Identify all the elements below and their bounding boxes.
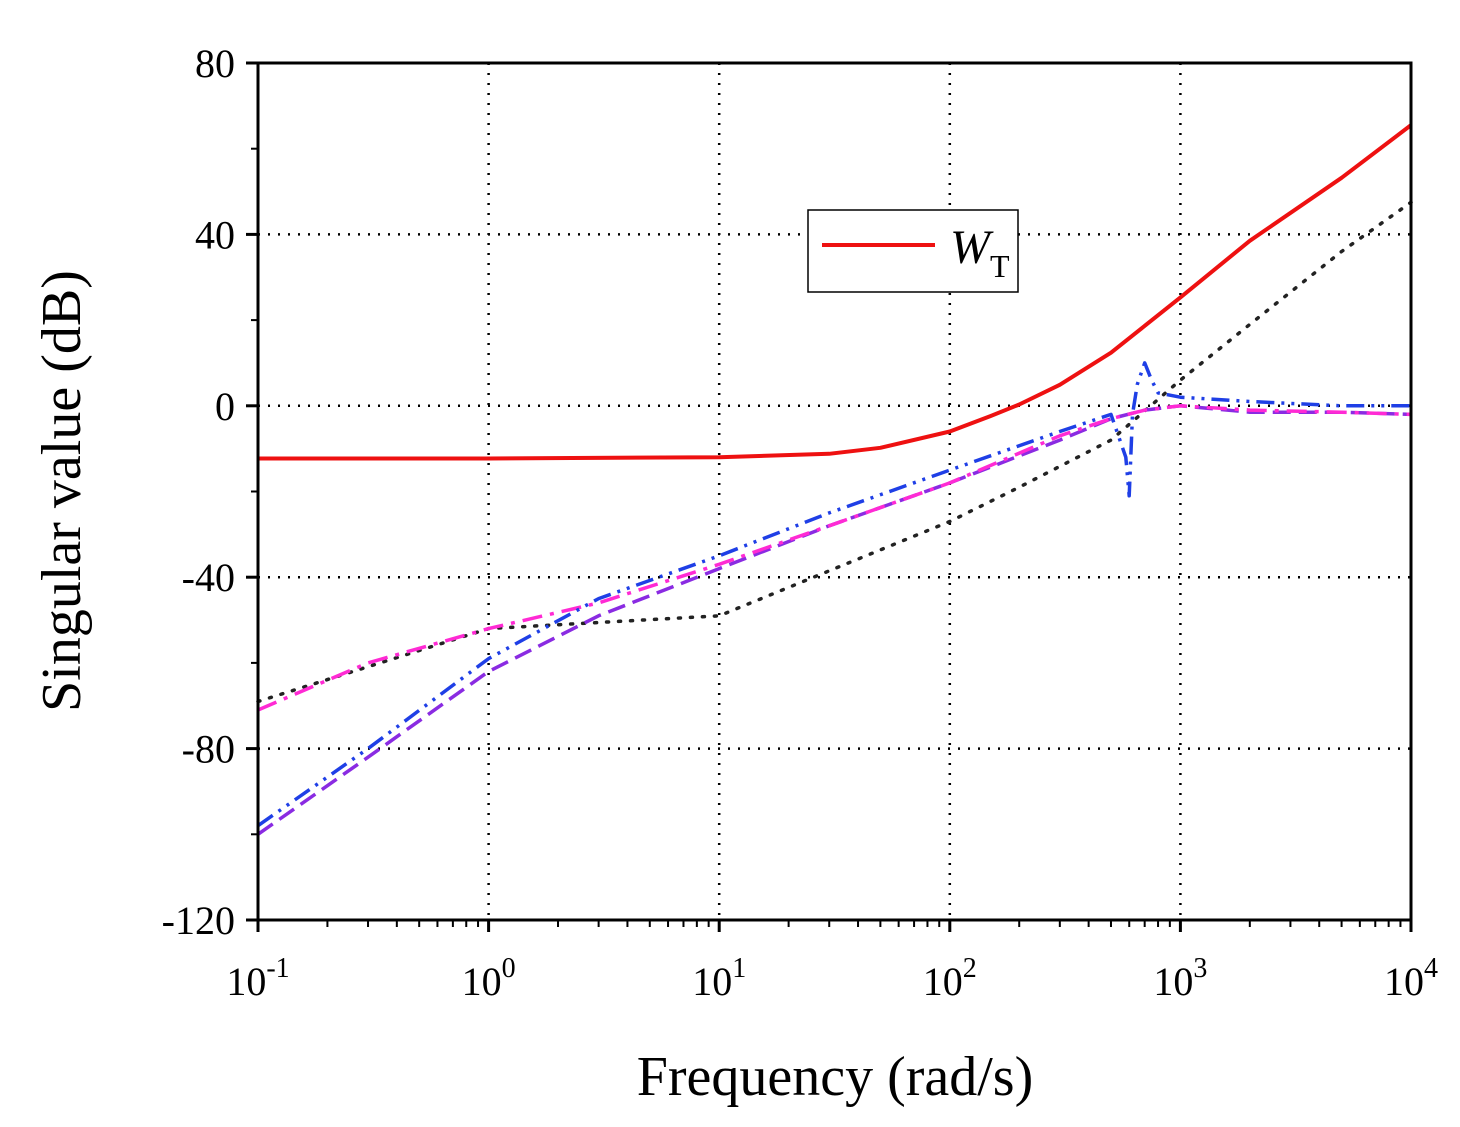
y-tick-label: -120 xyxy=(162,898,235,943)
legend-label-main: W xyxy=(950,221,994,274)
major-ticks xyxy=(246,61,1413,932)
legend-box xyxy=(807,209,1019,293)
x-tick-label: 101 xyxy=(692,953,746,1004)
x-tick-base: 10 xyxy=(692,959,732,1004)
x-tick-label: 103 xyxy=(1153,953,1207,1004)
x-tick-exponent: 2 xyxy=(963,953,977,984)
legend-label-subscript: T xyxy=(990,248,1010,284)
x-tick-label: 104 xyxy=(1384,953,1438,1004)
legend: WT xyxy=(807,209,1019,293)
series-line-0 xyxy=(258,123,1413,461)
x-tick-base: 10 xyxy=(226,959,266,1004)
x-tick-exponent: 3 xyxy=(1193,953,1207,984)
y-tick-label: -80 xyxy=(182,727,235,772)
series-line-2 xyxy=(256,361,1411,828)
x-tick-label: 10-1 xyxy=(226,953,289,1004)
y-axis-title: Singular value (dB) xyxy=(31,270,93,712)
x-tick-base: 10 xyxy=(1384,959,1424,1004)
x-tick-labels: 10-1 100 101 102 103 104 xyxy=(226,953,1438,1004)
x-tick-label: 100 xyxy=(462,953,516,1004)
x-tick-exponent: -1 xyxy=(266,953,289,984)
series-line-1 xyxy=(256,200,1413,704)
y-tick-label: 40 xyxy=(195,212,235,257)
series-line-4 xyxy=(257,404,1412,712)
x-tick-base: 10 xyxy=(462,959,502,1004)
x-tick-base: 10 xyxy=(923,959,963,1004)
x-axis-title: Frequency (rad/s) xyxy=(637,1046,1034,1108)
y-tick-label: 80 xyxy=(195,41,235,86)
plot-frame xyxy=(256,61,1413,922)
x-tick-exponent: 4 xyxy=(1424,953,1438,984)
x-tick-exponent: 0 xyxy=(502,953,516,984)
legend-label-wt: WT xyxy=(950,221,1010,284)
y-tick-label: -40 xyxy=(182,555,235,600)
y-tick-label: 0 xyxy=(215,384,235,429)
y-tick-labels: 80 40 0 -40 -80 -120 xyxy=(162,41,235,943)
grid-lines xyxy=(258,63,1411,920)
plot-series xyxy=(256,123,1413,836)
x-tick-label: 102 xyxy=(923,953,977,1004)
x-tick-exponent: 1 xyxy=(732,953,746,984)
x-tick-base: 10 xyxy=(1153,959,1193,1004)
